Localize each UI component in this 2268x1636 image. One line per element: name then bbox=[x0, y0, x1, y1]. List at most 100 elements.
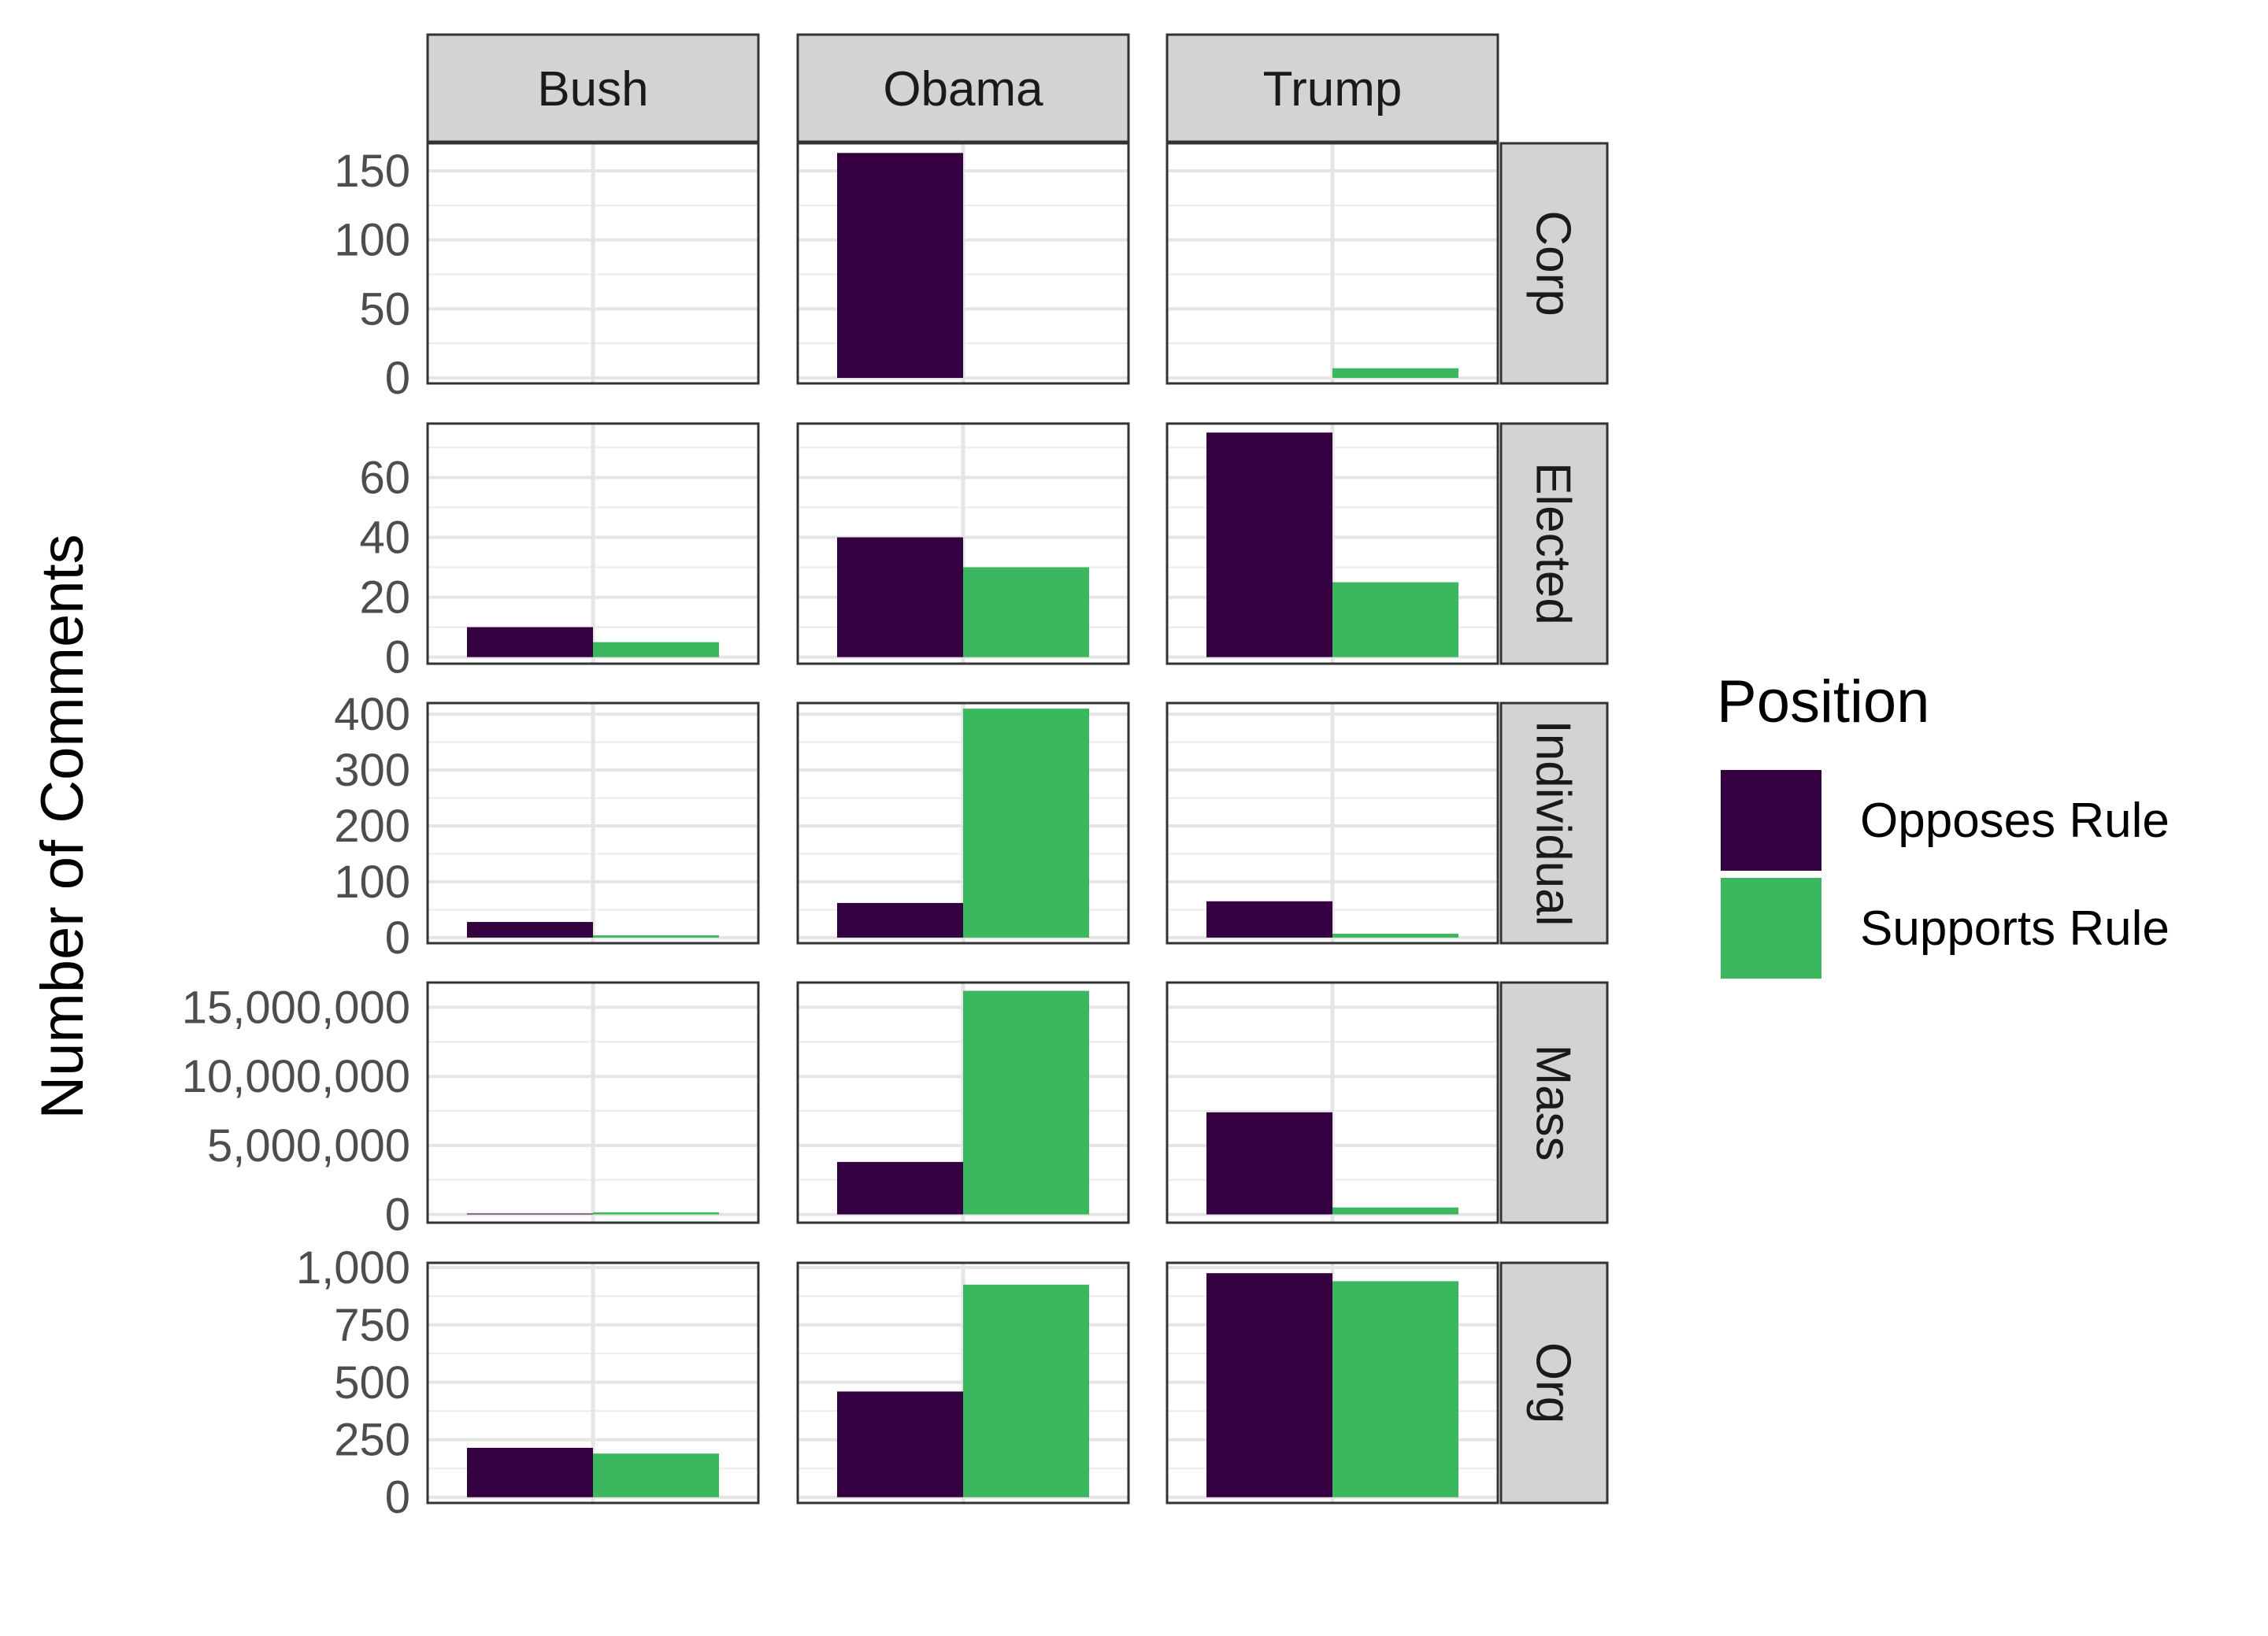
panel-org-trump bbox=[1166, 1261, 1499, 1505]
bar-individual-bush-supports-rule bbox=[593, 935, 719, 938]
panel-mass-trump bbox=[1166, 981, 1499, 1224]
panel-border bbox=[426, 142, 760, 385]
y-tick-label-individual-0: 0 bbox=[385, 912, 410, 964]
bar-mass-trump-opposes-rule bbox=[1206, 1112, 1332, 1215]
panel-mass-bush bbox=[426, 981, 760, 1224]
y-tick-label-corp-0: 0 bbox=[385, 353, 410, 404]
y-axis-title: Number of Comments bbox=[29, 534, 96, 1119]
y-tick-label-elected-2: 40 bbox=[359, 513, 410, 564]
bar-elected-bush-supports-rule bbox=[593, 642, 719, 657]
panel-border bbox=[1166, 981, 1499, 1224]
bar-individual-obama-supports-rule bbox=[963, 709, 1089, 938]
panel-border bbox=[796, 981, 1130, 1224]
bar-corp-obama-opposes-rule bbox=[837, 153, 963, 378]
y-tick-label-elected-3: 60 bbox=[359, 452, 410, 503]
bar-mass-trump-supports-rule bbox=[1332, 1207, 1458, 1215]
panel-org-bush bbox=[426, 1261, 760, 1505]
bar-elected-trump-opposes-rule bbox=[1206, 432, 1332, 657]
legend: Position Opposes Rule Supports Rule bbox=[1717, 668, 2170, 979]
bar-elected-obama-supports-rule bbox=[963, 567, 1089, 657]
panel-corp-trump bbox=[1166, 142, 1499, 385]
panel-corp-bush bbox=[426, 142, 760, 385]
y-tick-label-individual-4: 400 bbox=[334, 689, 410, 740]
legend-title: Position bbox=[1717, 668, 1929, 735]
bar-org-bush-supports-rule bbox=[593, 1453, 719, 1497]
bar-individual-trump-opposes-rule bbox=[1206, 901, 1332, 938]
strip-label-mass: Mass bbox=[1526, 1044, 1581, 1160]
bar-mass-obama-opposes-rule bbox=[837, 1161, 963, 1215]
bar-mass-bush-opposes-rule bbox=[467, 1213, 593, 1215]
panel-corp-obama bbox=[796, 142, 1130, 385]
strip-label-individual: Individual bbox=[1526, 720, 1581, 927]
strip-org bbox=[1499, 1261, 1609, 1505]
panel-individual-trump bbox=[1166, 701, 1499, 945]
panel-border bbox=[1166, 142, 1499, 385]
legend-label-supports: Supports Rule bbox=[1860, 901, 2170, 956]
strip-mass bbox=[1499, 981, 1609, 1224]
y-tick-label-org-3: 750 bbox=[334, 1300, 410, 1351]
y-tick-label-elected-0: 0 bbox=[385, 632, 410, 683]
bar-org-bush-opposes-rule bbox=[467, 1447, 593, 1497]
panel-elected-bush bbox=[426, 422, 760, 665]
panel-mass-obama bbox=[796, 981, 1130, 1224]
panel-border bbox=[1166, 701, 1499, 945]
panel-border bbox=[796, 701, 1130, 945]
strip-label-elected: Elected bbox=[1526, 462, 1581, 625]
legend-key-supports bbox=[1721, 878, 1821, 979]
strip-label-bush: Bush bbox=[537, 62, 648, 117]
y-tick-label-corp-2: 100 bbox=[334, 215, 410, 266]
facet-panels: Bush Obama Trump 0 50 100 150 Corp 0 20 40 60 Electe… bbox=[182, 33, 1609, 1523]
bar-individual-trump-supports-rule bbox=[1332, 933, 1458, 938]
y-tick-label-mass-0: 0 bbox=[385, 1189, 410, 1240]
panel-border bbox=[796, 1261, 1130, 1505]
strip-individual bbox=[1499, 701, 1609, 945]
y-tick-label-elected-1: 20 bbox=[359, 572, 410, 624]
bar-elected-bush-opposes-rule bbox=[467, 627, 593, 657]
y-tick-label-org-4: 1,000 bbox=[296, 1242, 410, 1294]
y-tick-label-corp-3: 150 bbox=[334, 146, 410, 197]
y-tick-label-mass-1: 5,000,000 bbox=[207, 1120, 410, 1171]
strip-label-trump: Trump bbox=[1263, 62, 1403, 117]
strip-corp bbox=[1499, 142, 1609, 385]
y-tick-label-individual-2: 200 bbox=[334, 801, 410, 852]
y-tick-label-mass-2: 10,000,000 bbox=[182, 1051, 410, 1102]
legend-label-opposes: Opposes Rule bbox=[1860, 794, 2170, 848]
panel-border bbox=[426, 701, 760, 945]
y-tick-label-individual-3: 300 bbox=[334, 745, 410, 796]
panel-border bbox=[426, 1261, 760, 1505]
bar-org-trump-opposes-rule bbox=[1206, 1273, 1332, 1497]
bar-elected-trump-supports-rule bbox=[1332, 582, 1458, 657]
bar-org-trump-supports-rule bbox=[1332, 1281, 1458, 1497]
panel-border bbox=[796, 142, 1130, 385]
strip-trump bbox=[1166, 33, 1499, 143]
y-tick-label-mass-3: 15,000,000 bbox=[182, 983, 410, 1034]
strip-bush bbox=[426, 33, 760, 143]
bar-individual-obama-opposes-rule bbox=[837, 902, 963, 938]
panel-individual-bush bbox=[426, 701, 760, 945]
strip-label-obama: Obama bbox=[883, 62, 1043, 117]
panel-border bbox=[796, 422, 1130, 665]
y-tick-label-org-0: 0 bbox=[385, 1472, 410, 1523]
bar-org-obama-opposes-rule bbox=[837, 1391, 963, 1497]
y-tick-label-corp-1: 50 bbox=[359, 283, 410, 335]
panel-org-obama bbox=[796, 1261, 1130, 1505]
strip-obama bbox=[796, 33, 1130, 143]
bar-mass-obama-supports-rule bbox=[963, 990, 1089, 1215]
panel-elected-trump bbox=[1166, 422, 1499, 665]
panel-elected-obama bbox=[796, 422, 1130, 665]
y-tick-label-org-1: 250 bbox=[334, 1415, 410, 1466]
strip-label-corp: Corp bbox=[1526, 210, 1581, 316]
bar-elected-obama-opposes-rule bbox=[837, 537, 963, 657]
legend-key-opposes bbox=[1721, 770, 1821, 871]
strip-label-org: Org bbox=[1526, 1342, 1581, 1423]
y-tick-label-org-2: 500 bbox=[334, 1357, 410, 1408]
bar-org-obama-supports-rule bbox=[963, 1284, 1089, 1497]
panel-border bbox=[426, 981, 760, 1224]
bar-individual-bush-opposes-rule bbox=[467, 922, 593, 938]
panel-individual-obama bbox=[796, 701, 1130, 945]
y-tick-label-individual-1: 100 bbox=[334, 857, 410, 908]
strip-elected bbox=[1499, 422, 1609, 665]
panel-border bbox=[426, 422, 760, 665]
